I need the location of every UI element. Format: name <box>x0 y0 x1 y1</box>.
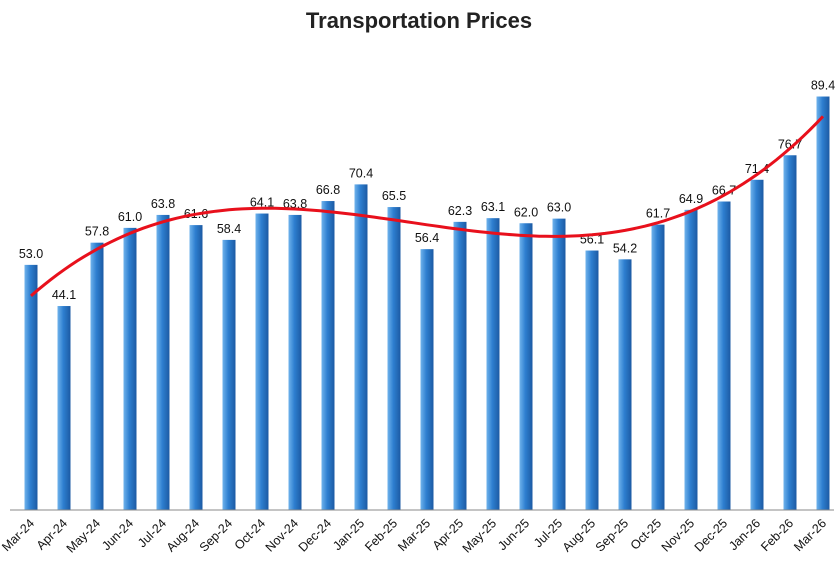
tick-label-Feb-25: Feb-25 <box>362 516 400 554</box>
bar-Oct-25 <box>651 224 665 510</box>
data-label-Jan-26: 71.4 <box>745 162 769 176</box>
bar-Sep-24 <box>222 239 236 510</box>
data-label-Mar-25: 56.4 <box>415 231 439 245</box>
bar-Apr-25 <box>453 221 467 511</box>
bar-Jan-25 <box>354 184 368 510</box>
tick-label-Mar-26: Mar-26 <box>791 516 829 554</box>
bar-Feb-25 <box>387 207 401 510</box>
tick-label-Nov-24: Nov-24 <box>263 516 301 554</box>
bar-Jun-24 <box>123 227 137 510</box>
bar-Feb-26 <box>783 155 797 510</box>
tick-label-May-24: May-24 <box>64 516 103 555</box>
bar-Mar-26 <box>816 96 830 511</box>
data-label-Sep-24: 58.4 <box>217 222 241 236</box>
data-label-Dec-24: 66.8 <box>316 183 340 197</box>
tick-label-Dec-25: Dec-25 <box>692 516 730 554</box>
tick-label-Sep-24: Sep-24 <box>197 516 235 554</box>
data-label-Feb-26: 76.7 <box>778 137 802 151</box>
data-label-Jun-25: 62.0 <box>514 205 538 219</box>
bar-Oct-24 <box>255 213 269 510</box>
data-label-May-25: 63.1 <box>481 200 505 214</box>
data-label-Jul-24: 63.8 <box>151 197 175 211</box>
bar-Sep-25 <box>618 259 632 510</box>
bar-Mar-25 <box>420 249 434 510</box>
data-label-Nov-25: 64.9 <box>679 192 703 206</box>
data-label-Mar-24: 53.0 <box>19 247 43 261</box>
tick-label-Jan-25: Jan-25 <box>330 516 367 553</box>
tick-label-May-25: May-25 <box>460 516 499 555</box>
data-label-Mar-26: 89.4 <box>811 79 835 93</box>
bar-Jan-26 <box>750 179 764 510</box>
bar-Dec-24 <box>321 201 335 511</box>
data-label-May-24: 57.8 <box>85 225 109 239</box>
bar-Dec-25 <box>717 201 731 510</box>
tick-label-Mar-24: Mar-24 <box>0 516 37 554</box>
data-label-Jan-25: 70.4 <box>349 166 373 180</box>
bar-May-24 <box>90 242 104 511</box>
tick-label-Oct-25: Oct-25 <box>628 516 664 552</box>
bar-May-25 <box>486 218 500 510</box>
tick-label-Feb-26: Feb-26 <box>758 516 796 554</box>
tick-label-Jan-26: Jan-26 <box>726 516 763 553</box>
tick-label-Jun-24: Jun-24 <box>99 516 136 553</box>
bar-Jun-25 <box>519 223 533 510</box>
tick-label-Dec-24: Dec-24 <box>296 516 334 554</box>
data-label-Jun-24: 61.0 <box>118 210 142 224</box>
bar-Aug-25 <box>585 250 599 510</box>
trend-line <box>30 115 825 298</box>
data-label-Oct-25: 61.7 <box>646 207 670 221</box>
bar-Apr-24 <box>57 306 71 510</box>
data-label-Sep-25: 54.2 <box>613 241 637 255</box>
bar-Jul-24 <box>156 214 170 511</box>
bar-Mar-24 <box>24 264 38 510</box>
chart-title: Transportation Prices <box>305 8 533 33</box>
tick-label-Nov-25: Nov-25 <box>659 516 697 554</box>
data-label-Apr-25: 62.3 <box>448 204 472 218</box>
tick-label-Jun-25: Jun-25 <box>495 516 532 553</box>
bar-Nov-24 <box>288 214 302 511</box>
tick-label-Sep-25: Sep-25 <box>593 516 631 554</box>
bar-Jul-25 <box>552 218 566 510</box>
tick-label-Mar-25: Mar-25 <box>395 516 433 554</box>
bar-Nov-25 <box>684 209 698 510</box>
bar-Aug-24 <box>189 225 203 510</box>
data-label-Apr-24: 44.1 <box>52 288 76 302</box>
tick-label-Aug-24: Aug-24 <box>164 516 202 554</box>
bar-series <box>24 96 830 511</box>
tick-label-Aug-25: Aug-25 <box>560 516 598 554</box>
data-label-Jul-25: 63.0 <box>547 201 571 215</box>
data-label-Oct-24: 64.1 <box>250 196 274 210</box>
data-label-Dec-25: 66.7 <box>712 184 736 198</box>
tick-label-Oct-24: Oct-24 <box>232 516 268 552</box>
data-label-Feb-25: 65.5 <box>382 189 406 203</box>
